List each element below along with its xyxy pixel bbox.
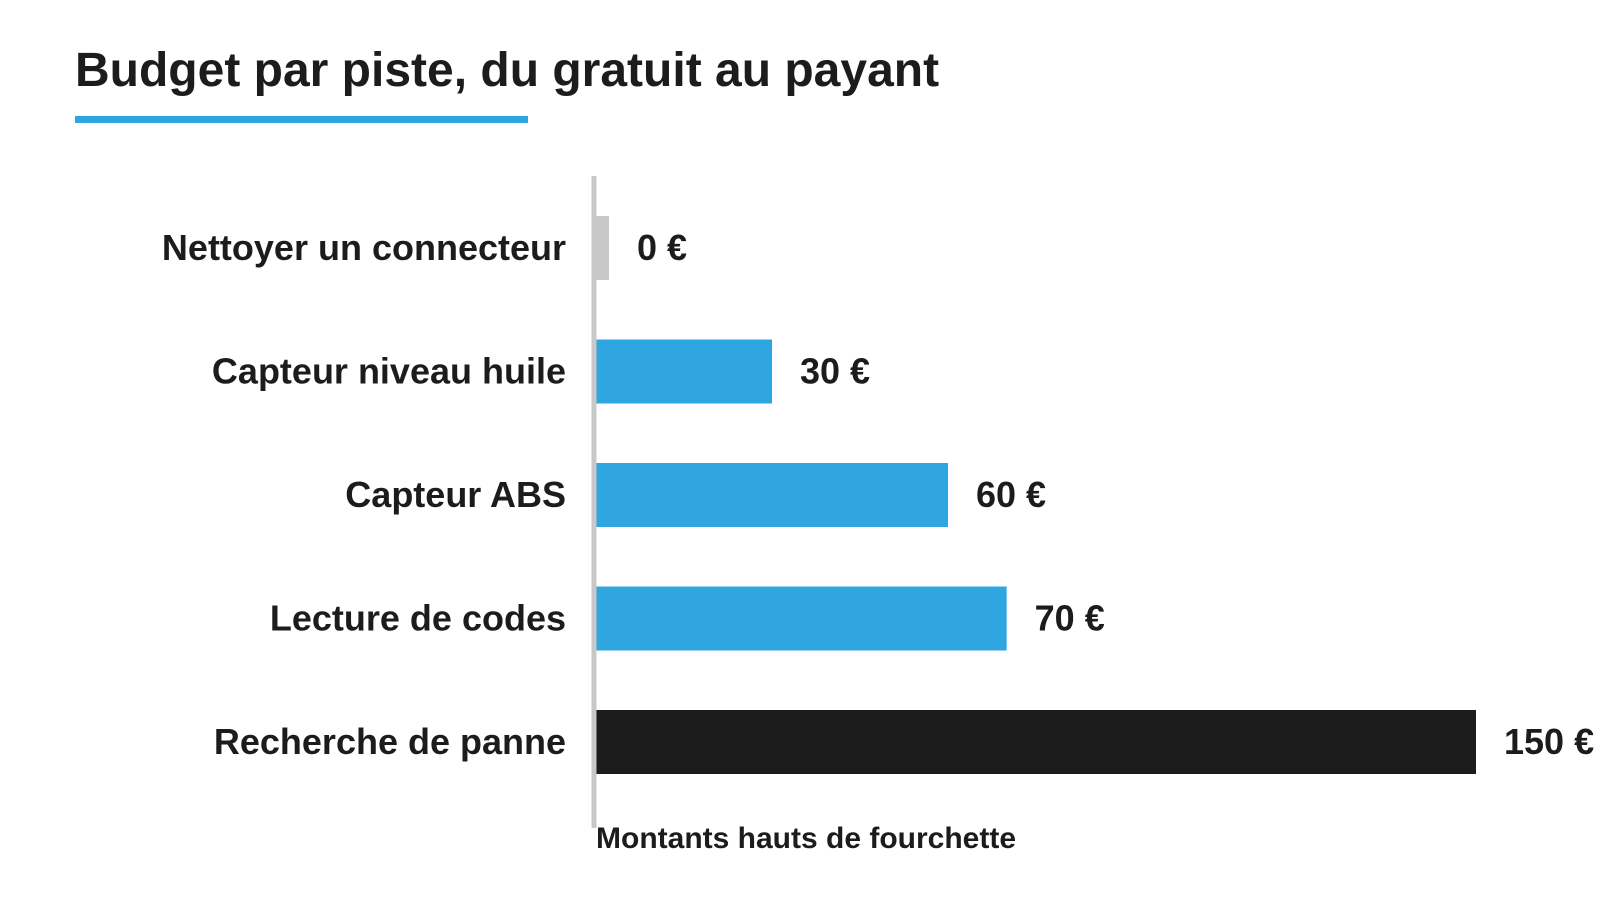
bar-2 [596, 463, 948, 527]
bar-3 [596, 586, 1007, 651]
bars-layer: Nettoyer un connecteur 0 € Capteur niveau … [162, 216, 1594, 774]
value-label-1: 30 € [800, 351, 870, 392]
value-label-3: 70 € [1035, 598, 1105, 639]
title-underline [75, 116, 528, 123]
category-label-1: Capteur niveau huile [212, 351, 566, 392]
x-axis-caption: Montants hauts de fourchette [596, 822, 1017, 855]
bar-4 [596, 710, 1476, 774]
category-label-3: Lecture de codes [270, 598, 566, 639]
category-label-2: Capteur ABS [345, 474, 566, 515]
bar-1 [596, 339, 772, 404]
bar-0 [596, 216, 609, 280]
value-label-0: 0 € [637, 227, 687, 268]
category-label-0: Nettoyer un connecteur [162, 227, 566, 268]
chart-title: Budget par piste, du gratuit au payant [75, 44, 940, 97]
value-label-4: 150 € [1504, 721, 1594, 762]
category-label-4: Recherche de panne [214, 721, 566, 762]
value-label-2: 60 € [976, 474, 1046, 515]
